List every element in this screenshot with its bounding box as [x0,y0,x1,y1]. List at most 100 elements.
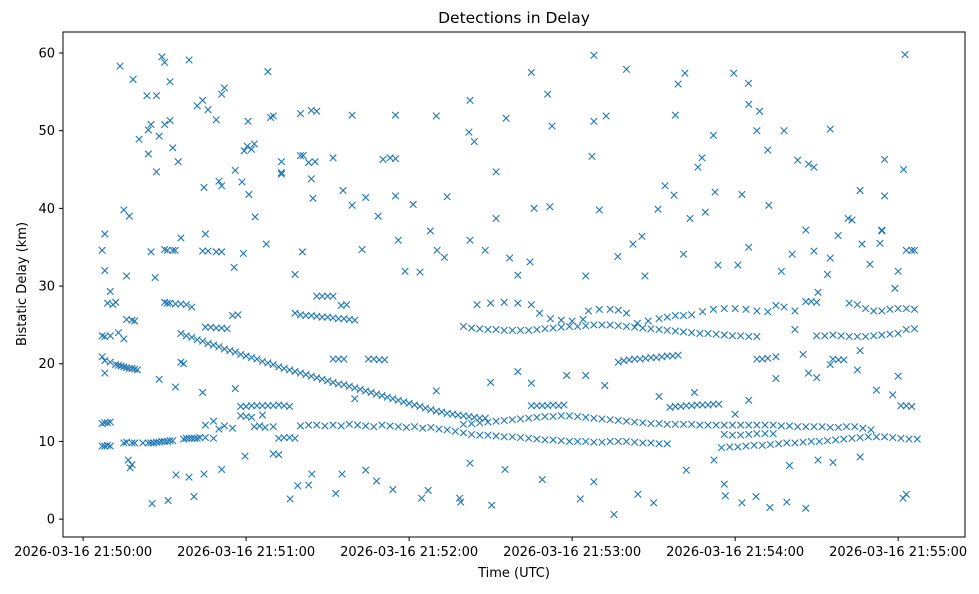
data-point [826,125,834,133]
data-point [400,398,408,406]
data-point [258,411,267,419]
data-point [217,182,226,190]
data-point [193,434,201,443]
data-point [894,372,902,380]
data-point [101,230,109,238]
data-point [671,402,680,411]
data-point [772,353,780,361]
data-point [544,90,552,98]
data-point [144,150,152,158]
data-point [821,332,829,340]
data-point [196,433,204,442]
data-point [742,305,750,314]
data-point [606,305,614,314]
data-point [595,206,603,214]
data-point [389,395,397,403]
data-point [220,84,229,92]
data-point [905,435,913,443]
data-point [764,146,772,154]
data-point [302,370,310,379]
data-point [641,272,649,280]
data-point [530,204,538,213]
data-point [548,122,556,130]
data-point [630,355,639,363]
data-point [501,465,509,474]
data-point [799,350,807,359]
data-point [126,464,134,472]
data-point [671,327,680,335]
data-point [296,369,305,377]
data-point [590,414,598,422]
y-tick-label: 10 [38,435,55,450]
data-point [299,151,307,160]
data-point [169,144,177,152]
data-point [209,417,218,425]
data-point [416,268,424,276]
data-point [253,402,261,410]
data-point [410,422,419,431]
data-point [313,421,321,429]
data-point [467,430,476,439]
data-point [296,422,305,430]
data-point [488,501,496,509]
data-point [98,332,106,340]
data-point [533,402,541,410]
data-point [217,248,226,256]
data-point [897,402,905,410]
data-point [353,421,362,429]
data-point [687,420,696,429]
data-point [212,248,220,256]
data-point [856,433,864,442]
data-point [783,498,791,506]
data-point [492,417,500,425]
data-point [698,154,706,162]
data-point [679,311,688,320]
data-point [291,367,299,376]
data-point [853,332,862,341]
data-point [466,459,474,467]
data-point [557,316,565,324]
data-point [307,175,316,183]
data-point [720,430,728,439]
data-point [568,317,576,325]
data-point [147,248,155,256]
data-point [710,456,718,464]
data-point [661,182,669,190]
data-point [212,116,220,124]
data-point [894,304,902,313]
data-point [486,299,495,307]
data-point [492,168,500,176]
data-point [738,190,746,199]
data-point [166,116,174,125]
data-point [502,114,510,122]
data-point [262,240,270,248]
data-point [172,471,180,479]
data-point [731,304,739,313]
data-point [655,314,663,323]
data-point [785,422,794,430]
data-point [318,292,326,300]
data-point [247,402,256,410]
data-point [101,442,109,450]
data-point [394,422,402,431]
data-point [476,419,484,427]
data-point [419,424,427,432]
data-point [223,325,231,333]
data-point [573,437,582,446]
data-point [807,437,815,446]
data-point [663,313,671,321]
data-point [774,440,783,448]
data-point [913,435,921,443]
data-point [687,328,696,337]
data-point [103,441,112,450]
data-point [576,495,584,503]
data-point [410,401,419,409]
data-point [549,412,557,421]
data-point [182,332,191,340]
data-point [814,456,822,464]
data-point [802,504,810,512]
y-axis-label: Bistatic Delay (km) [15,222,30,346]
data-point [106,418,114,426]
data-point [582,321,590,330]
data-point [164,496,172,505]
